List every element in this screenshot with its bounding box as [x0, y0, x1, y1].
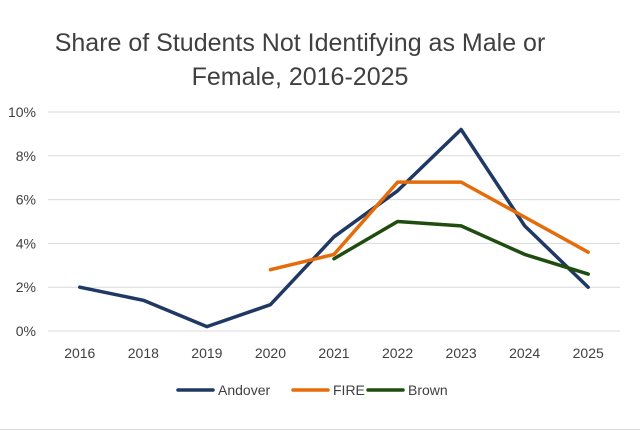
y-tick-label: 4%	[16, 235, 36, 251]
chart-title: Share of Students Not Identifying as Mal…	[40, 26, 560, 94]
legend-label-brown: Brown	[408, 382, 448, 398]
y-tick-label: 0%	[16, 323, 36, 339]
x-tick-label: 2022	[382, 345, 413, 361]
y-tick-label: 10%	[8, 104, 36, 120]
series-line-andover	[78, 127, 590, 329]
x-tick-label: 2019	[191, 345, 222, 361]
series-line-fire	[268, 180, 590, 272]
x-tick-label: 2020	[255, 345, 286, 361]
x-tick-label: 2018	[128, 345, 159, 361]
x-tick-label: 2021	[318, 345, 349, 361]
legend-label-andover: Andover	[218, 382, 270, 398]
x-tick-label: 2016	[64, 345, 95, 361]
y-tick-label: 6%	[16, 192, 36, 208]
chart-title-line-2: Female, 2016-2025	[191, 63, 409, 91]
series-line-brown	[332, 219, 590, 276]
chart-title-line-1: Share of Students Not Identifying as Mal…	[54, 29, 546, 57]
y-tick-label: 2%	[16, 279, 36, 295]
y-tick-label: 8%	[16, 148, 36, 164]
x-tick-label: 2023	[446, 345, 477, 361]
x-tick-label: 2025	[573, 345, 604, 361]
legend-label-fire: FIRE	[333, 382, 365, 398]
x-tick-label: 2024	[509, 345, 540, 361]
